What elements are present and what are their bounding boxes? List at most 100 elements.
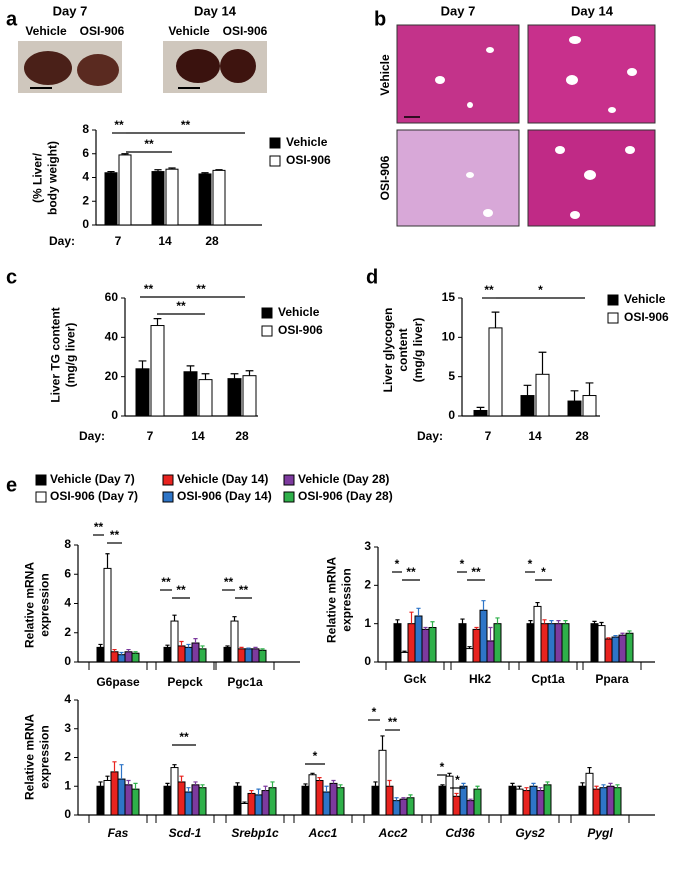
x-tick-label: 28 xyxy=(205,234,219,248)
y-tick-label: 0 xyxy=(82,217,89,231)
photo-group: Vehicle xyxy=(168,24,210,38)
y-tick-label: 40 xyxy=(105,330,119,344)
error-bar xyxy=(523,384,532,396)
bar xyxy=(414,615,423,663)
error-bar xyxy=(380,735,385,751)
error-bar xyxy=(165,782,170,787)
bar xyxy=(445,775,454,816)
bar xyxy=(578,785,587,816)
bar xyxy=(315,780,324,816)
bar xyxy=(459,785,468,816)
legend-label: OSI-906 (Day 7) xyxy=(50,489,138,503)
x-tick-label: 7 xyxy=(485,429,492,443)
bar xyxy=(472,628,481,663)
bar xyxy=(198,648,207,663)
error-bar xyxy=(510,782,515,787)
y-tick-label: 2 xyxy=(64,625,71,639)
error-bar xyxy=(172,764,177,768)
photo-group: Vehicle xyxy=(25,24,67,38)
bar xyxy=(177,781,186,816)
bar xyxy=(385,785,394,816)
x-tick-label: 14 xyxy=(191,429,205,443)
y-tick-label: 6 xyxy=(64,566,71,580)
bar xyxy=(151,171,165,226)
x-tick-label: Pepck xyxy=(167,675,203,689)
y-axis-label: (% Liver/ xyxy=(31,152,45,203)
y-tick-label: 4 xyxy=(64,692,71,706)
error-bar xyxy=(165,644,170,648)
error-bar xyxy=(310,772,315,775)
legend-label: Vehicle (Day 28) xyxy=(298,472,389,486)
significance-mark: ** xyxy=(239,583,249,597)
bar xyxy=(378,749,387,816)
legend-swatch xyxy=(607,294,619,306)
significance-mark: * xyxy=(541,565,546,579)
error-bar xyxy=(408,794,413,798)
x-tick-label: 7 xyxy=(147,429,154,443)
error-bar xyxy=(303,783,308,787)
bar xyxy=(473,409,488,417)
histology-day: Day 7 xyxy=(441,3,476,18)
x-tick-label: Gys2 xyxy=(515,826,545,840)
bar xyxy=(599,787,608,816)
y-tick-label: 8 xyxy=(82,122,89,136)
bar xyxy=(540,623,549,663)
y-axis-label: Relative mRNA xyxy=(325,557,339,643)
significance-mark: * xyxy=(455,773,460,787)
bar xyxy=(227,378,242,417)
error-bar xyxy=(138,360,147,369)
x-tick-label: Cpt1a xyxy=(531,672,565,686)
bar xyxy=(625,632,634,663)
error-bar xyxy=(179,775,184,782)
x-axis-label: Day: xyxy=(79,429,105,443)
bar xyxy=(585,772,594,816)
bar xyxy=(308,774,317,816)
significance-mark: * xyxy=(528,557,533,571)
x-tick-label: Fas xyxy=(108,826,129,840)
significance-mark: ** xyxy=(114,118,124,132)
legend-swatch xyxy=(162,474,174,486)
significance-mark: ** xyxy=(144,137,154,151)
photo-group: OSI-906 xyxy=(80,24,125,38)
significance-mark: ** xyxy=(406,565,416,579)
error-bar xyxy=(193,638,198,643)
significance-mark: * xyxy=(313,749,318,763)
legend-label: OSI-906 xyxy=(278,323,323,337)
x-tick-label: Pgc1a xyxy=(227,675,263,689)
significance-mark: ** xyxy=(196,282,206,296)
error-bar xyxy=(481,600,486,611)
y-tick-label: 3 xyxy=(364,539,371,553)
error-bar xyxy=(395,619,400,624)
error-bar xyxy=(599,621,604,626)
y-tick-label: 0 xyxy=(364,654,371,668)
bar xyxy=(465,648,474,663)
x-tick-label: Gck xyxy=(404,672,427,686)
y-axis-label: Liver glycogen xyxy=(381,308,395,393)
error-bar xyxy=(112,648,117,652)
significance-mark: ** xyxy=(176,299,186,313)
error-bar xyxy=(416,607,421,616)
bar xyxy=(170,620,179,663)
significance-mark: ** xyxy=(94,520,104,534)
bar xyxy=(165,168,179,226)
y-axis-label: Liver TG content xyxy=(49,307,63,402)
error-bar xyxy=(447,772,452,777)
error-bar xyxy=(545,781,550,785)
bar xyxy=(515,788,524,816)
error-bar xyxy=(474,626,479,630)
error-bar xyxy=(402,650,407,653)
error-bar xyxy=(556,620,561,624)
bar xyxy=(488,327,503,417)
bar xyxy=(606,785,615,816)
bar xyxy=(535,373,550,417)
error-bar xyxy=(528,620,533,624)
error-bar xyxy=(409,611,414,624)
bar xyxy=(392,800,401,816)
error-bar xyxy=(373,781,378,787)
bar xyxy=(240,803,249,816)
y-axis-label: expression xyxy=(38,573,52,636)
legend-swatch xyxy=(35,474,47,486)
error-bar xyxy=(488,626,493,641)
error-bar xyxy=(246,647,251,649)
bar xyxy=(399,798,408,816)
